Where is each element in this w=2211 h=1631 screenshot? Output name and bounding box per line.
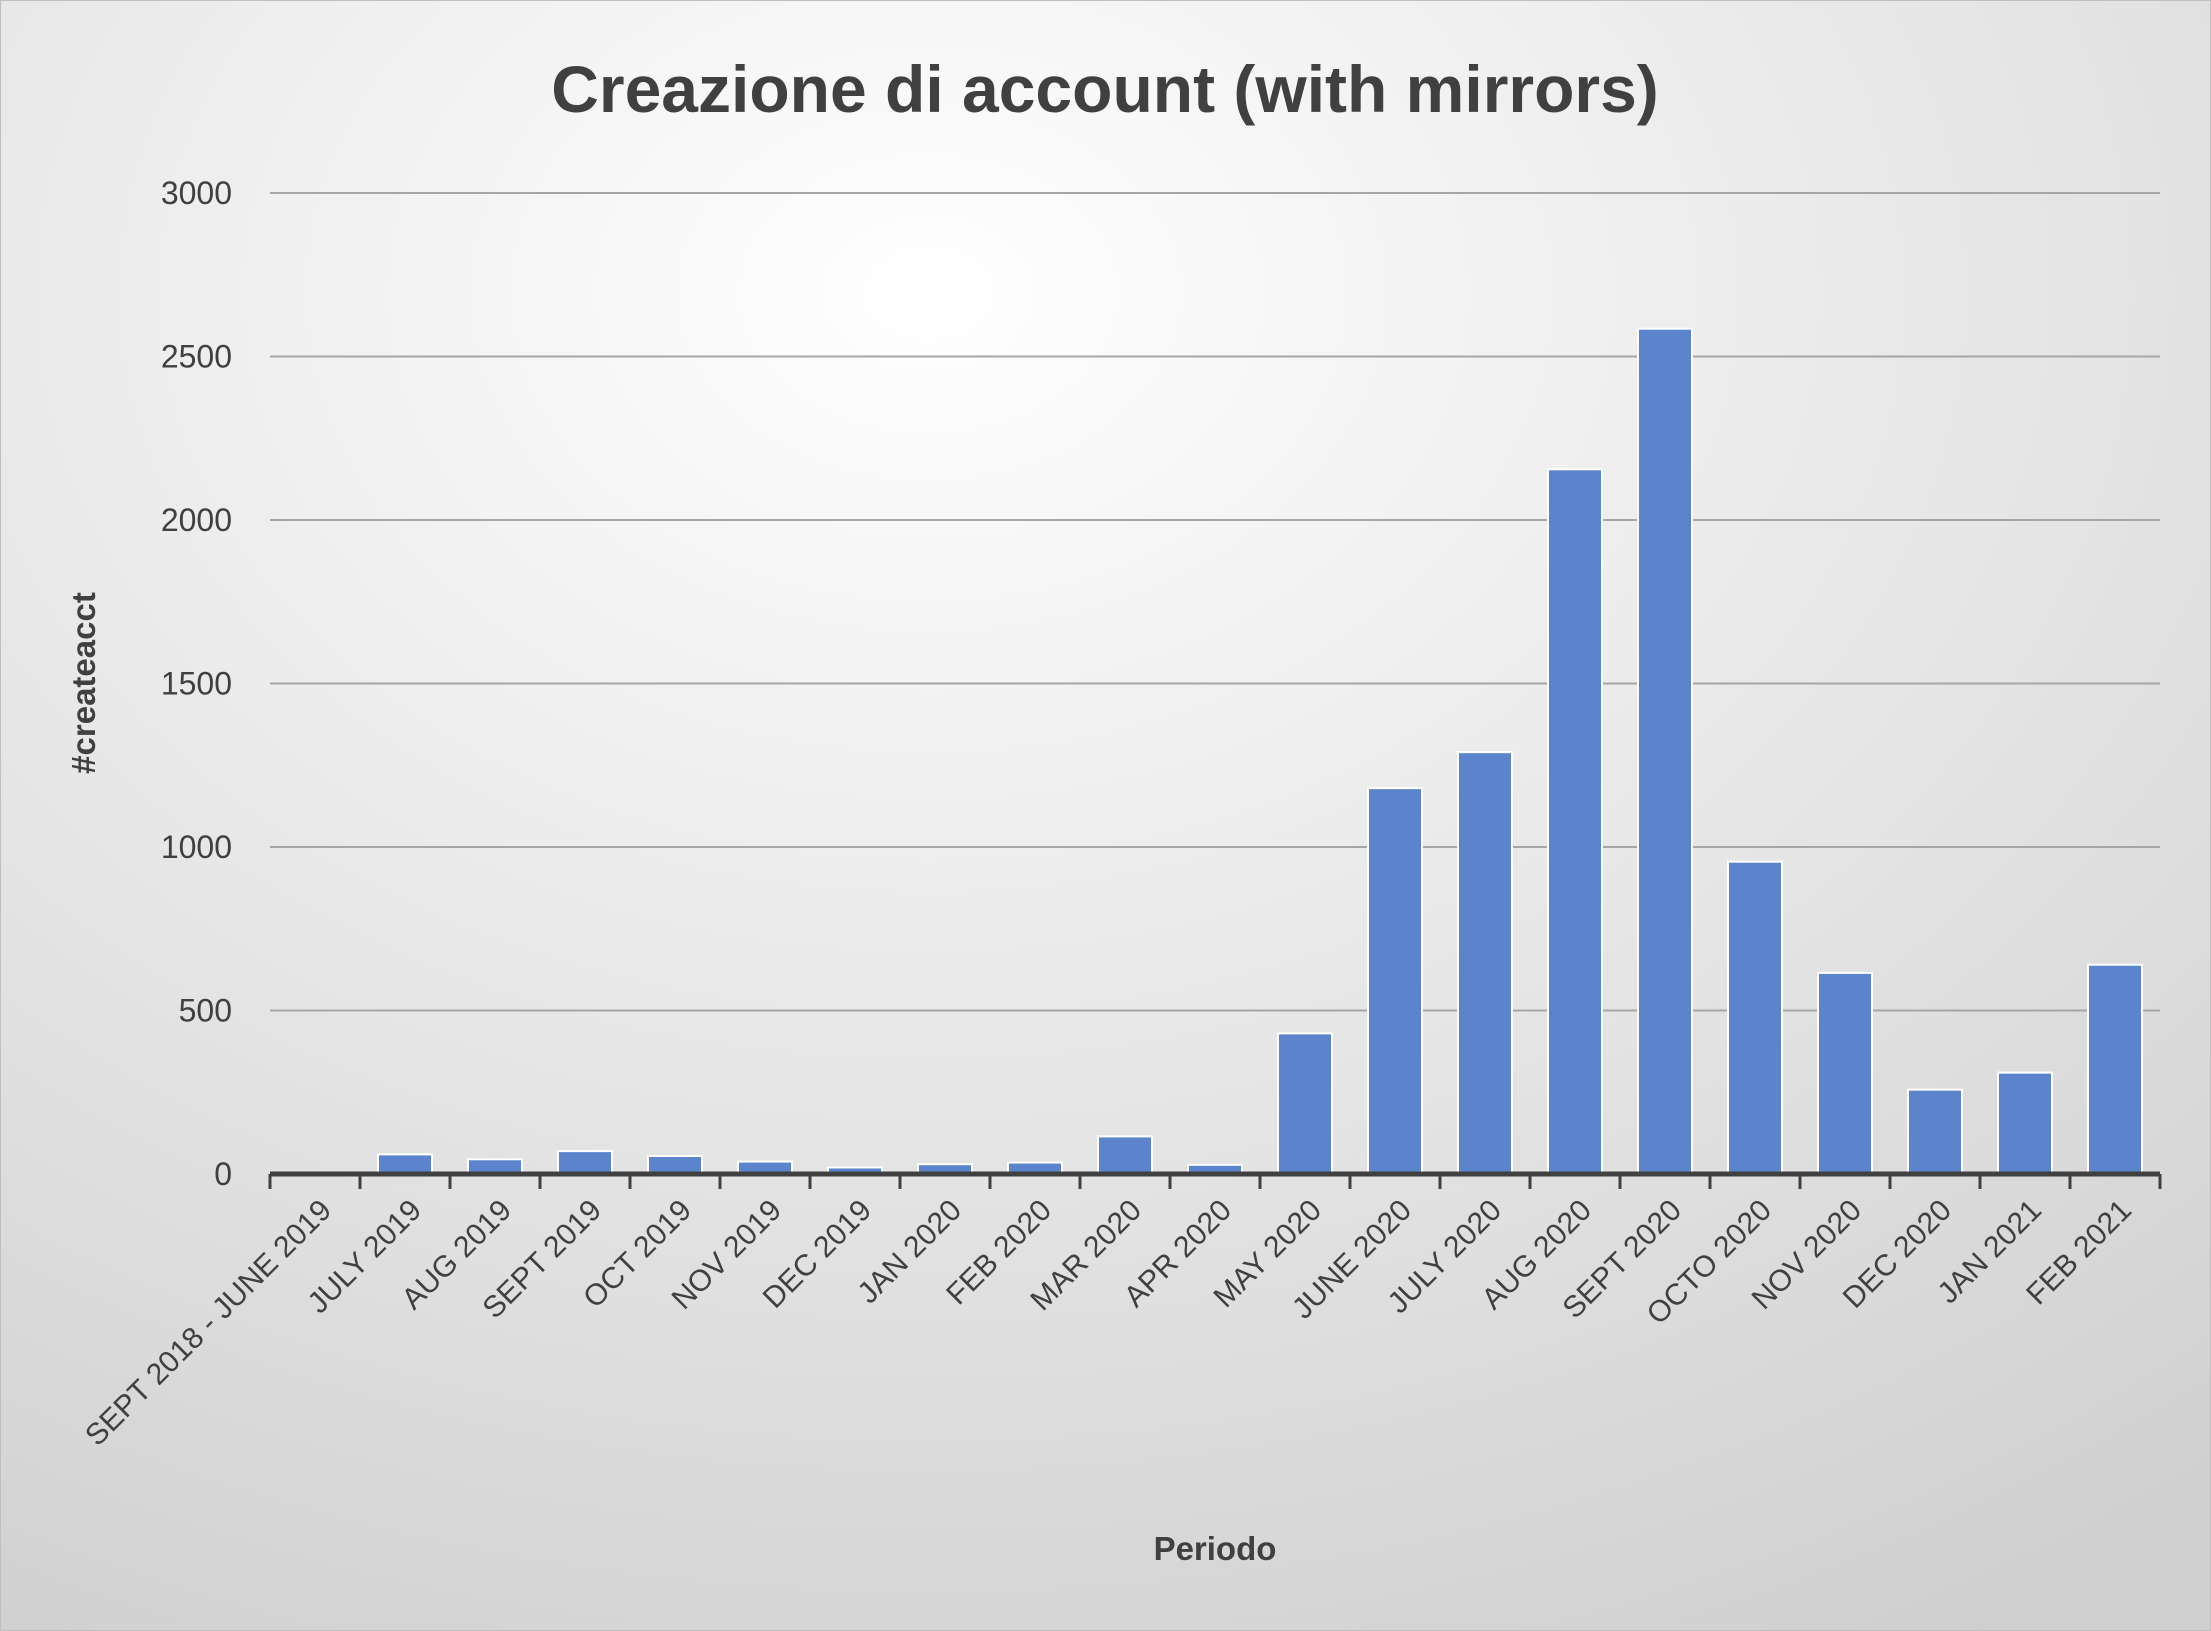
y-tick-label: 500 — [179, 993, 232, 1029]
bar-13 — [1457, 751, 1513, 1175]
y-tick-label: 0 — [214, 1156, 232, 1192]
y-axis-tick-labels: 0 500 1000 1500 2000 2500 3000 — [161, 175, 232, 1192]
bar-19 — [1997, 1071, 2053, 1176]
y-tick-label: 3000 — [161, 175, 232, 211]
bar-1 — [377, 1153, 433, 1176]
bar-9 — [1097, 1135, 1153, 1176]
y-tick-label: 2500 — [161, 339, 232, 375]
y-tick-label: 2000 — [161, 502, 232, 538]
bar-14 — [1547, 468, 1603, 1175]
y-axis-title: #createacct — [65, 592, 102, 774]
bar-12 — [1367, 787, 1423, 1175]
bar-17 — [1817, 971, 1873, 1176]
chart-title: Creazione di account (with mirrors) — [551, 52, 1659, 126]
bar-11 — [1277, 1032, 1333, 1176]
bar-16 — [1727, 860, 1783, 1176]
bar-18 — [1907, 1088, 1963, 1176]
bar-3 — [557, 1150, 613, 1175]
bar-20 — [2087, 963, 2143, 1175]
bar-15 — [1637, 327, 1693, 1175]
x-axis — [268, 1171, 2162, 1189]
bar-4 — [647, 1155, 703, 1176]
y-tick-label: 1500 — [161, 666, 232, 702]
x-axis-title: Periodo — [1154, 1530, 1277, 1567]
y-tick-label: 1000 — [161, 829, 232, 865]
